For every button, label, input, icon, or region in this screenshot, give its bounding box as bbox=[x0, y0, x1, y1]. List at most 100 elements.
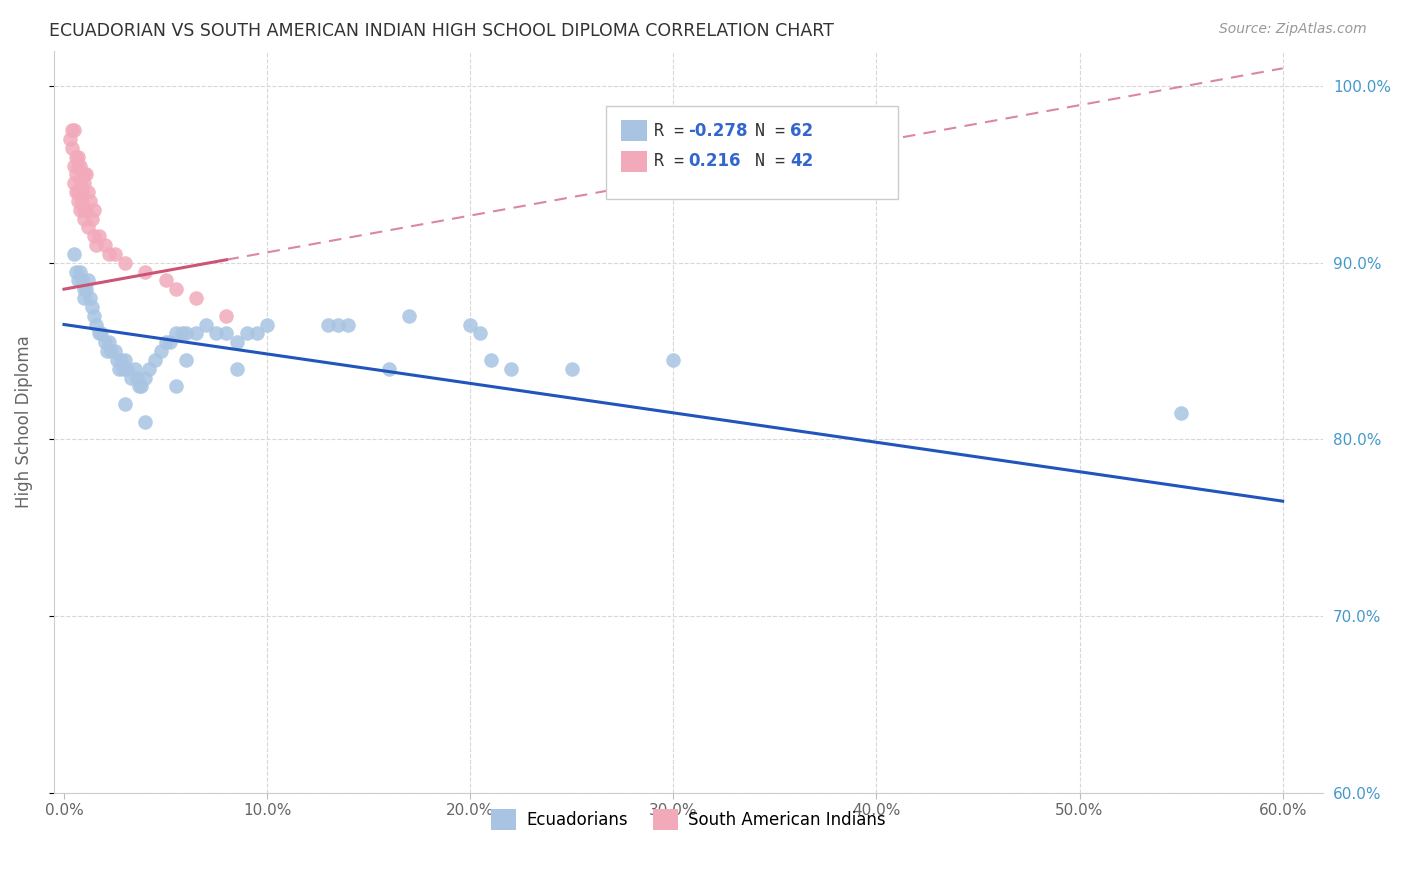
Text: R =: R = bbox=[654, 122, 695, 140]
Point bbox=[69, 176, 91, 190]
Point bbox=[67, 185, 90, 199]
Point bbox=[114, 352, 136, 367]
Point bbox=[174, 326, 197, 341]
Point bbox=[316, 318, 339, 332]
Point bbox=[184, 291, 207, 305]
Bar bbox=[621, 151, 647, 171]
Point bbox=[96, 344, 118, 359]
Point bbox=[110, 352, 132, 367]
Point bbox=[215, 326, 238, 341]
Point bbox=[114, 397, 136, 411]
Point bbox=[165, 326, 187, 341]
Point bbox=[105, 352, 128, 367]
Point bbox=[499, 361, 522, 376]
Point bbox=[114, 255, 136, 269]
Point bbox=[65, 264, 87, 278]
Point bbox=[67, 150, 90, 164]
Point bbox=[108, 361, 131, 376]
Y-axis label: High School Diploma: High School Diploma bbox=[15, 335, 32, 508]
Point bbox=[87, 326, 110, 341]
Point bbox=[170, 326, 193, 341]
Point bbox=[75, 167, 97, 181]
Point bbox=[65, 167, 87, 181]
Point bbox=[134, 370, 156, 384]
Point bbox=[111, 361, 134, 376]
Point bbox=[134, 264, 156, 278]
Point bbox=[174, 352, 197, 367]
Point bbox=[561, 361, 583, 376]
Point bbox=[83, 309, 105, 323]
Point bbox=[77, 220, 100, 235]
Point bbox=[236, 326, 259, 341]
Point bbox=[97, 335, 120, 350]
Point bbox=[65, 150, 87, 164]
Point bbox=[145, 352, 167, 367]
Point bbox=[128, 379, 150, 393]
Point bbox=[97, 247, 120, 261]
Text: -0.278: -0.278 bbox=[689, 122, 748, 140]
Bar bbox=[606, 106, 898, 199]
Point bbox=[67, 159, 90, 173]
Point bbox=[120, 370, 142, 384]
Point bbox=[115, 361, 138, 376]
Point bbox=[69, 264, 91, 278]
Point bbox=[215, 309, 238, 323]
Point bbox=[82, 300, 104, 314]
Point bbox=[83, 202, 105, 217]
Point bbox=[225, 335, 247, 350]
Point bbox=[165, 282, 187, 296]
Point bbox=[104, 247, 127, 261]
Point bbox=[72, 185, 94, 199]
Point bbox=[150, 344, 173, 359]
Point bbox=[155, 273, 177, 287]
Text: 42: 42 bbox=[790, 153, 813, 170]
Point bbox=[82, 211, 104, 226]
Point bbox=[93, 335, 115, 350]
Bar bbox=[621, 120, 647, 141]
Point bbox=[100, 344, 122, 359]
Point bbox=[328, 318, 350, 332]
Point bbox=[195, 318, 218, 332]
Text: R =: R = bbox=[654, 153, 704, 170]
Point bbox=[337, 318, 360, 332]
Point bbox=[75, 202, 97, 217]
Point bbox=[87, 229, 110, 244]
Point bbox=[67, 194, 90, 208]
Point bbox=[138, 361, 160, 376]
Point bbox=[246, 326, 269, 341]
Point bbox=[256, 318, 278, 332]
Point bbox=[90, 326, 112, 341]
Point bbox=[104, 344, 127, 359]
Point bbox=[65, 185, 87, 199]
Point bbox=[72, 194, 94, 208]
Legend: Ecuadorians, South American Indians: Ecuadorians, South American Indians bbox=[485, 803, 893, 837]
Point bbox=[1170, 406, 1192, 420]
Point bbox=[73, 291, 96, 305]
Point bbox=[378, 361, 401, 376]
Text: ECUADORIAN VS SOUTH AMERICAN INDIAN HIGH SCHOOL DIPLOMA CORRELATION CHART: ECUADORIAN VS SOUTH AMERICAN INDIAN HIGH… bbox=[49, 22, 834, 40]
Point bbox=[77, 185, 100, 199]
Point bbox=[63, 176, 86, 190]
Point bbox=[159, 335, 181, 350]
Text: Source: ZipAtlas.com: Source: ZipAtlas.com bbox=[1219, 22, 1367, 37]
Point bbox=[73, 167, 96, 181]
Text: 62: 62 bbox=[790, 122, 813, 140]
Point bbox=[59, 132, 82, 146]
Point bbox=[83, 229, 105, 244]
Point bbox=[72, 273, 94, 287]
Point bbox=[155, 335, 177, 350]
Point bbox=[124, 361, 146, 376]
Point bbox=[73, 282, 96, 296]
Point bbox=[205, 326, 228, 341]
Point bbox=[470, 326, 492, 341]
Point bbox=[77, 273, 100, 287]
Text: N =: N = bbox=[755, 122, 794, 140]
Point bbox=[129, 379, 152, 393]
Text: 0.216: 0.216 bbox=[689, 153, 741, 170]
Point bbox=[69, 159, 91, 173]
Point bbox=[60, 141, 83, 155]
Point bbox=[134, 415, 156, 429]
Point bbox=[79, 291, 101, 305]
Point bbox=[73, 211, 96, 226]
Point bbox=[69, 202, 91, 217]
